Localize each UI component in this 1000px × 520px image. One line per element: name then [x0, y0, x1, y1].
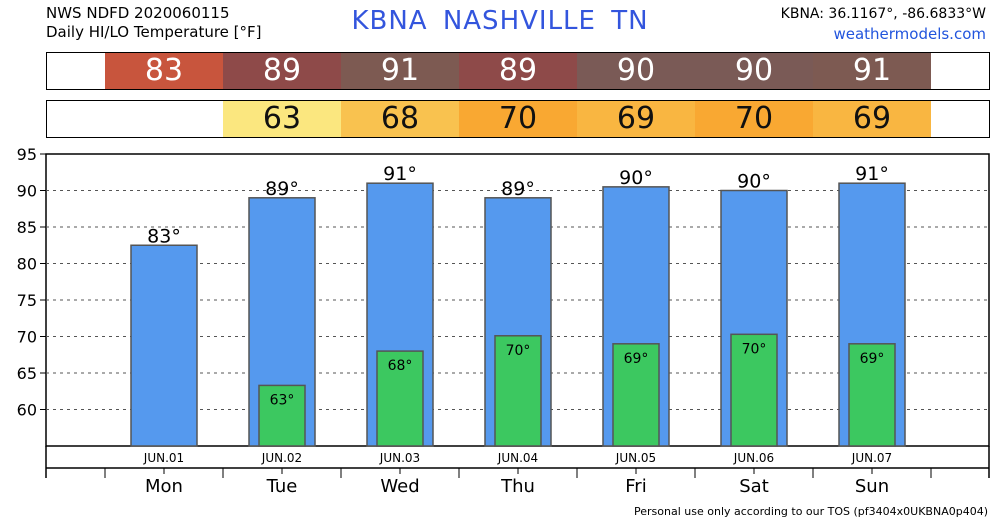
high-temp-cell: 91 [341, 53, 459, 89]
high-temp-label: 90° [619, 167, 653, 189]
high-temp-label: 91° [855, 163, 889, 185]
low-temp-cell: 70 [459, 101, 577, 137]
date-label: JUN.07 [851, 451, 892, 465]
y-tick-label: 65 [17, 364, 37, 383]
low-temperature-strip: 63 68 70 69 70 69 [46, 100, 990, 138]
low-temp-cell [105, 101, 223, 137]
low-temp-bar [258, 384, 306, 447]
y-tick-label: 70 [17, 328, 37, 347]
high-temperature-strip: 83 89 91 89 90 90 91 [46, 52, 990, 90]
station-title: KBNA NASHVILLE TN [351, 6, 649, 36]
date-label: JUN.03 [379, 451, 420, 465]
high-temp-cell: 83 [105, 53, 223, 89]
high-temp-label: 89° [501, 178, 535, 200]
high-temp-label: 83° [147, 225, 181, 247]
date-label: JUN.02 [261, 451, 302, 465]
high-temp-cell: 90 [577, 53, 695, 89]
high-temp-cell: 89 [223, 53, 341, 89]
low-temp-label: 70° [742, 341, 767, 357]
high-temp-label: 89° [265, 178, 299, 200]
low-temp-label: 70° [506, 343, 531, 359]
high-temp-cell: 90 [695, 53, 813, 89]
low-temp-bar [730, 333, 778, 447]
product-title: Daily HI/LO Temperature [°F] [46, 23, 262, 41]
product-header: NWS NDFD 2020060115 Daily HI/LO Temperat… [46, 4, 262, 42]
high-temp-label: 91° [383, 163, 417, 185]
low-temp-cell: 63 [223, 101, 341, 137]
high-temp-label: 90° [737, 171, 771, 193]
terms-footer: Personal use only according to our TOS (… [634, 505, 988, 518]
coordinates-label: KBNA: 36.1167°, -86.6833°W [780, 6, 986, 22]
low-temp-bar [612, 343, 660, 447]
date-label: JUN.01 [143, 451, 184, 465]
y-tick-label: 95 [17, 145, 37, 164]
low-temp-label: 68° [388, 358, 413, 374]
station-info: KBNA: 36.1167°, -86.6833°W weathermodels… [781, 4, 986, 44]
high-temp-bar [130, 244, 198, 447]
low-temp-cell: 68 [341, 101, 459, 137]
y-tick-label: 60 [17, 401, 37, 420]
weekday-label: Wed [380, 476, 419, 497]
low-temp-cell: 69 [577, 101, 695, 137]
low-temp-cell: 69 [813, 101, 931, 137]
weekday-label: Sun [855, 476, 889, 497]
high-temp-cell: 89 [459, 53, 577, 89]
model-run-label: NWS NDFD 2020060115 [46, 4, 230, 22]
high-temp-cell: 91 [813, 53, 931, 89]
date-label: JUN.04 [497, 451, 538, 465]
y-tick-label: 85 [17, 218, 37, 237]
low-temp-label: 69° [624, 351, 649, 367]
site-link[interactable]: weathermodels.com [833, 25, 986, 43]
y-tick-label: 90 [17, 182, 37, 201]
low-temp-bar [376, 350, 424, 447]
weekday-label: Sat [739, 476, 769, 497]
low-temp-bar [848, 343, 896, 447]
date-label: JUN.05 [615, 451, 656, 465]
date-label: JUN.06 [733, 451, 774, 465]
low-temp-label: 63° [270, 392, 295, 408]
weekday-label: Mon [145, 476, 183, 497]
y-tick-label: 80 [17, 255, 37, 274]
low-temp-bar [494, 335, 542, 447]
low-temp-label: 69° [860, 351, 885, 367]
weekday-label: Thu [500, 476, 535, 497]
y-tick-label: 75 [17, 291, 37, 310]
weekday-label: Fri [625, 476, 646, 497]
weekday-label: Tue [266, 476, 298, 497]
low-temp-cell: 70 [695, 101, 813, 137]
